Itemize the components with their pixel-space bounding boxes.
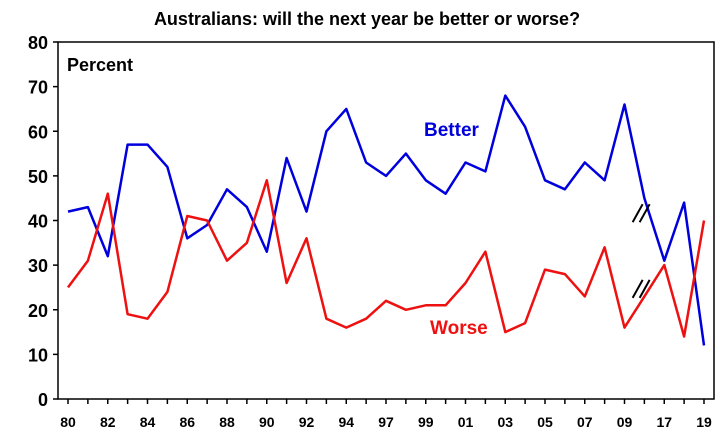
x-tick-label: 82 [100, 414, 116, 430]
plot-area [57, 41, 715, 400]
series-label-better: Better [424, 120, 480, 141]
x-tick-label: 99 [418, 414, 434, 430]
x-tick-label: 90 [259, 414, 275, 430]
y-tick-label: 60 [28, 122, 48, 142]
x-tick-label: 94 [338, 414, 354, 430]
y-axis-label: Percent [67, 55, 133, 75]
x-tick-label: 92 [299, 414, 315, 430]
y-tick-label: 20 [28, 301, 48, 321]
y-tick-label: 40 [28, 212, 48, 232]
axis-break-mark [631, 203, 644, 223]
series-line-better [67, 94, 706, 346]
axis-break-mark [631, 279, 644, 299]
x-tick-label: 80 [60, 414, 76, 430]
y-tick-label: 50 [28, 167, 48, 187]
y-tick-label: 80 [28, 33, 48, 53]
x-tick-label: 86 [179, 414, 195, 430]
x-tick-label: 05 [537, 414, 553, 430]
chart-title: Australians: will the next year be bette… [154, 9, 580, 29]
x-tick-label: 19 [696, 414, 712, 430]
y-tick-label: 10 [28, 345, 48, 365]
x-tick-label: 17 [656, 414, 672, 430]
series-line-worse [66, 179, 706, 338]
axis-break-mark [638, 279, 651, 299]
x-tick-label: 84 [140, 414, 156, 430]
y-tick-label: 30 [28, 256, 48, 276]
series-label-worse: Worse [430, 318, 488, 339]
x-tick-label: 97 [378, 414, 394, 430]
y-tick-label: 70 [28, 78, 48, 98]
axis-break-mark [638, 203, 651, 223]
y-tick-label: 0 [38, 390, 48, 410]
x-tick-label: 03 [497, 414, 513, 430]
x-tick-label: 88 [219, 414, 235, 430]
x-tick-label: 01 [458, 414, 474, 430]
x-tick-label: 09 [617, 414, 633, 430]
x-tick-label: 07 [577, 414, 593, 430]
